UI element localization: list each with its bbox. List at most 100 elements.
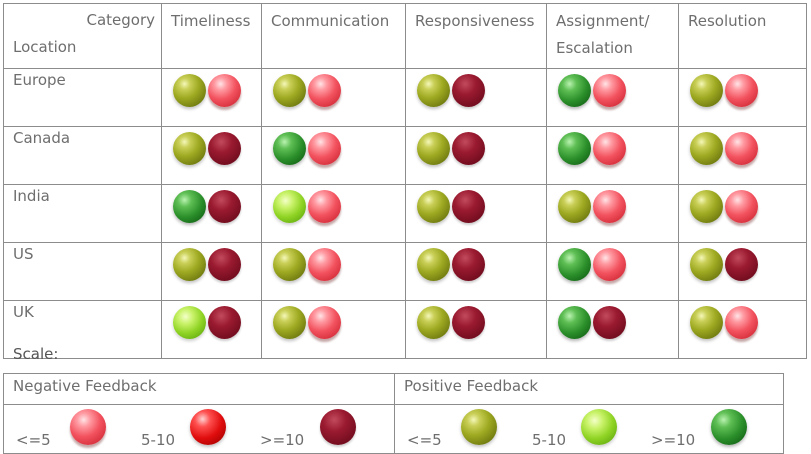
scale-range-label: >=10 xyxy=(651,431,696,449)
olive-marble-icon xyxy=(417,190,450,223)
rating-cell xyxy=(161,242,262,301)
pink-marble-icon xyxy=(308,132,341,165)
rating-cell xyxy=(261,68,406,127)
olive-marble-icon xyxy=(417,132,450,165)
scale-range-label: 5-10 xyxy=(141,431,176,449)
scale-title: Scale: xyxy=(13,345,59,363)
rating-cell xyxy=(546,68,679,127)
rating-cell xyxy=(546,242,679,301)
marble-pair xyxy=(162,185,261,240)
feedback-matrix: Category Location Timeliness Communicati… xyxy=(3,3,807,359)
marble-pair xyxy=(262,185,405,240)
olive-marble-icon xyxy=(417,248,450,281)
location-cell: UK xyxy=(3,300,162,359)
scale-legend: Negative Feedback Positive Feedback <=5 5… xyxy=(3,373,784,454)
marble-pair xyxy=(679,127,806,182)
rating-cell xyxy=(546,184,679,243)
marble-pair xyxy=(547,127,678,182)
lime-marble-icon xyxy=(273,190,306,223)
table-row: Canada xyxy=(3,126,807,185)
olive-marble-icon xyxy=(417,74,450,107)
olive-marble-icon xyxy=(461,409,497,445)
location-cell: US xyxy=(3,242,162,301)
marble-pair xyxy=(406,69,546,124)
green-marble-icon xyxy=(273,132,306,165)
marble-pair xyxy=(262,69,405,124)
location-label: Location xyxy=(13,38,77,56)
marble-pair xyxy=(679,69,806,124)
rating-cell xyxy=(161,184,262,243)
green-marble-icon xyxy=(558,132,591,165)
location-cell: Canada xyxy=(3,126,162,185)
pink-marble-icon xyxy=(308,306,341,339)
legend-items-row: <=5 5-10 >=10 <=5 5-10 >=10 xyxy=(3,404,784,454)
rating-cell xyxy=(405,300,547,359)
olive-marble-icon xyxy=(417,306,450,339)
darkred-marble-icon xyxy=(452,132,485,165)
darkred-marble-icon xyxy=(593,306,626,339)
rating-cell xyxy=(161,300,262,359)
pink-marble-icon xyxy=(593,190,626,223)
green-marble-icon xyxy=(558,248,591,281)
rating-cell xyxy=(678,242,807,301)
pink-marble-icon xyxy=(725,132,758,165)
marble-pair xyxy=(262,243,405,298)
rating-cell xyxy=(678,126,807,185)
pink-marble-icon xyxy=(593,248,626,281)
marble-pair xyxy=(162,127,261,182)
table-row: UK xyxy=(3,300,807,359)
olive-marble-icon xyxy=(273,248,306,281)
red-marble-icon xyxy=(190,409,226,445)
negative-feedback-label: Negative Feedback xyxy=(3,373,395,405)
location-cell: Europe xyxy=(3,68,162,127)
marble-pair xyxy=(679,243,806,298)
olive-marble-icon xyxy=(173,248,206,281)
darkred-marble-icon xyxy=(452,74,485,107)
rating-cell xyxy=(405,126,547,185)
table-row: Europe xyxy=(3,68,807,127)
matrix-body: Europe Canada India US UK xyxy=(3,68,807,359)
rating-cell xyxy=(261,242,406,301)
olive-marble-icon xyxy=(173,74,206,107)
marble-pair xyxy=(406,185,546,240)
table-row: US xyxy=(3,242,807,301)
column-header-timeliness: Timeliness xyxy=(161,3,262,69)
table-row: India xyxy=(3,184,807,243)
olive-marble-icon xyxy=(690,132,723,165)
olive-marble-icon xyxy=(690,248,723,281)
olive-marble-icon xyxy=(273,74,306,107)
column-header-responsiveness: Responsiveness xyxy=(405,3,547,69)
marble-pair xyxy=(162,301,261,356)
pink-marble-icon xyxy=(593,74,626,107)
pink-marble-icon xyxy=(70,409,106,445)
darkred-marble-icon xyxy=(725,248,758,281)
rating-cell xyxy=(161,68,262,127)
scale-range-label: <=5 xyxy=(407,431,442,449)
positive-scale-cell: <=5 5-10 >=10 xyxy=(394,404,784,454)
column-header-resolution: Resolution xyxy=(678,3,807,69)
rating-cell xyxy=(261,184,406,243)
darkred-marble-icon xyxy=(208,248,241,281)
green-marble-icon xyxy=(558,74,591,107)
olive-marble-icon xyxy=(690,190,723,223)
pink-marble-icon xyxy=(725,190,758,223)
rating-cell xyxy=(405,184,547,243)
rating-cell xyxy=(261,300,406,359)
rating-cell xyxy=(161,126,262,185)
location-cell: India xyxy=(3,184,162,243)
marble-pair xyxy=(679,185,806,240)
darkred-marble-icon xyxy=(320,409,356,445)
olive-marble-icon xyxy=(690,74,723,107)
olive-marble-icon xyxy=(273,306,306,339)
marble-pair xyxy=(406,243,546,298)
marble-pair xyxy=(679,301,806,356)
column-header-communication: Communication xyxy=(261,3,406,69)
marble-pair xyxy=(406,301,546,356)
pink-marble-icon xyxy=(308,74,341,107)
green-marble-icon xyxy=(173,190,206,223)
pink-marble-icon xyxy=(725,306,758,339)
pink-marble-icon xyxy=(725,74,758,107)
negative-scale-cell: <=5 5-10 >=10 xyxy=(3,404,395,454)
category-label: Category xyxy=(86,11,155,29)
scale-range-label: <=5 xyxy=(16,431,51,449)
